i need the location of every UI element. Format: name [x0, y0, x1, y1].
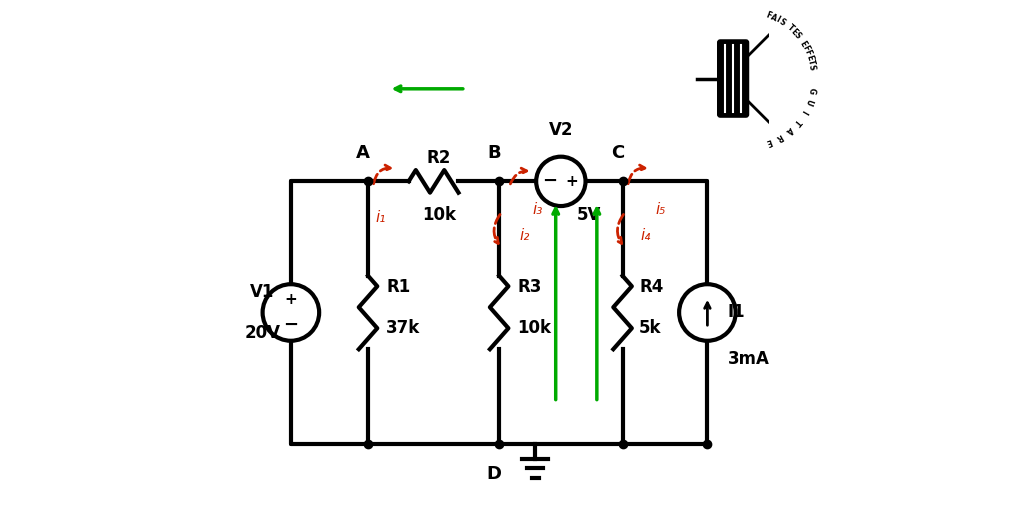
Text: 37k: 37k	[386, 319, 420, 337]
Text: V2: V2	[549, 121, 573, 139]
Text: F: F	[765, 10, 773, 21]
Text: i₅: i₅	[656, 202, 667, 217]
Text: A: A	[783, 125, 794, 135]
Text: V1: V1	[251, 283, 274, 301]
Text: S: S	[807, 64, 817, 70]
Text: 20V: 20V	[245, 324, 281, 342]
Text: S: S	[792, 31, 803, 40]
Text: E: E	[788, 27, 799, 37]
Text: R1: R1	[386, 278, 411, 296]
Text: E: E	[798, 39, 808, 48]
Text: −: −	[284, 316, 298, 334]
Text: R3: R3	[517, 278, 542, 296]
Text: 10k: 10k	[422, 206, 456, 224]
Text: E: E	[765, 136, 773, 146]
Text: G: G	[807, 86, 817, 94]
Text: i₄: i₄	[640, 228, 651, 243]
Text: 3mA: 3mA	[728, 350, 770, 368]
Text: I: I	[800, 109, 809, 115]
Text: i₃: i₃	[532, 202, 543, 217]
Text: D: D	[486, 465, 502, 483]
Text: C: C	[610, 144, 624, 162]
Text: i₁: i₁	[376, 210, 386, 225]
Text: F: F	[803, 49, 813, 57]
Text: S: S	[777, 17, 786, 27]
FancyBboxPatch shape	[718, 40, 749, 117]
Text: I: I	[774, 15, 781, 24]
Text: F: F	[801, 43, 811, 52]
Text: i₂: i₂	[519, 228, 530, 243]
Text: +: +	[285, 292, 297, 307]
Text: 10k: 10k	[517, 319, 551, 337]
Text: −: −	[542, 172, 557, 190]
Text: I1: I1	[728, 303, 745, 322]
Text: R: R	[774, 131, 784, 142]
Text: T: T	[806, 58, 816, 66]
Text: R4: R4	[639, 278, 664, 296]
Text: 5k: 5k	[639, 319, 662, 337]
Text: +: +	[565, 174, 579, 189]
Text: R2: R2	[427, 149, 451, 167]
Text: U: U	[804, 97, 814, 106]
Text: A: A	[356, 144, 370, 162]
Text: A: A	[769, 12, 778, 23]
Text: 5V: 5V	[577, 206, 601, 224]
Text: T: T	[792, 116, 803, 127]
Text: T: T	[785, 23, 796, 34]
Text: E: E	[804, 53, 814, 61]
Text: B: B	[487, 144, 501, 162]
